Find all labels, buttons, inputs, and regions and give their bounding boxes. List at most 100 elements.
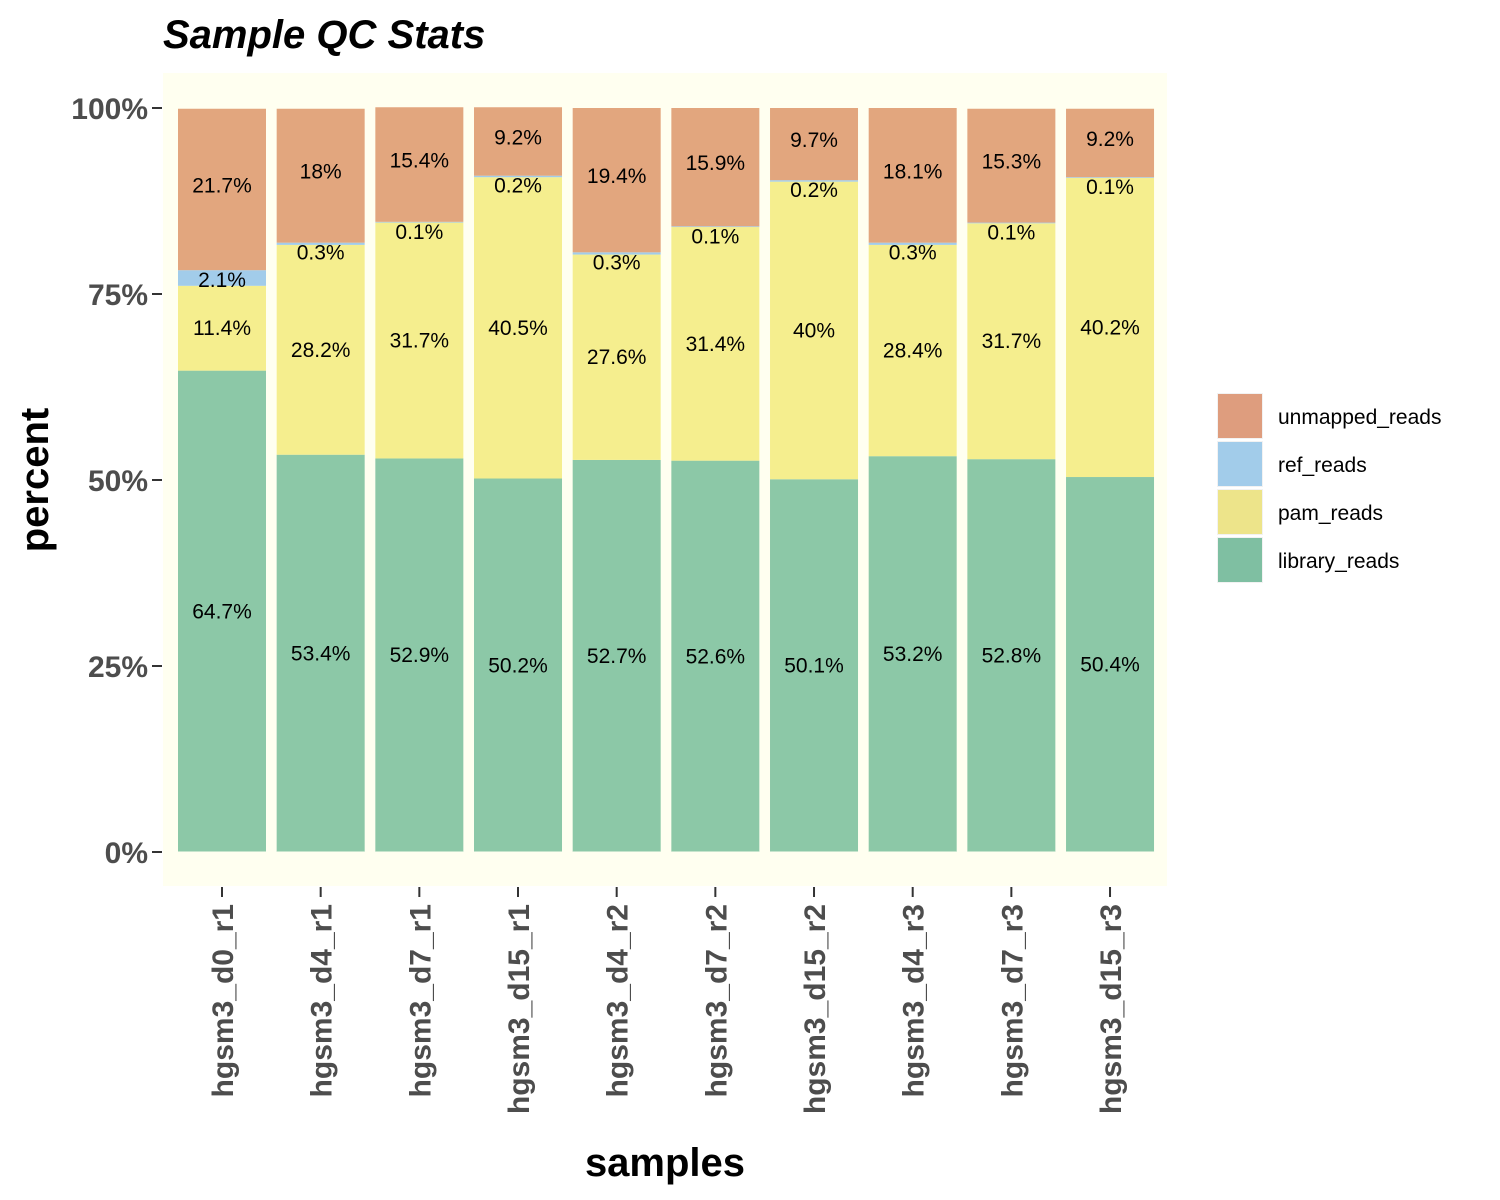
bar-segment-library_reads	[967, 459, 1056, 852]
data-label-pam_reads: 40.2%	[1080, 316, 1140, 339]
data-label-library_reads: 52.6%	[686, 645, 746, 668]
legend-swatch-unmapped_reads	[1218, 394, 1262, 438]
x-tick-label: hgsm3_d7_r2	[700, 904, 733, 1097]
legend-label: ref_reads	[1278, 454, 1367, 477]
bar-segment-library_reads	[572, 459, 661, 852]
bar-segment-unmapped_reads	[967, 108, 1056, 223]
bar-segment-library_reads	[868, 456, 957, 852]
x-tick-label: hgsm3_d15_r1	[503, 904, 536, 1114]
y-tick-label: 75%	[88, 279, 148, 312]
x-tick-label: hgsm3_d4_r2	[602, 904, 635, 1097]
data-label-unmapped_reads: 18%	[300, 161, 342, 184]
legend-label: pam_reads	[1278, 502, 1383, 525]
legend-swatch-library_reads	[1218, 538, 1262, 582]
data-label-library_reads: 53.4%	[291, 642, 351, 665]
bar-segment-ref_reads	[671, 226, 760, 228]
bar-segment-ref_reads	[868, 242, 957, 245]
x-tick-label: hgsm3_d4_r1	[306, 904, 339, 1097]
data-label-pam_reads: 31.4%	[686, 333, 746, 356]
x-tick-label: hgsm3_d15_r3	[1095, 904, 1128, 1114]
bar-segment-unmapped_reads	[671, 108, 760, 227]
bars	[178, 107, 1155, 853]
y-tick-label: 25%	[88, 651, 148, 684]
bar-segment-ref_reads	[770, 180, 859, 182]
bar-segment-unmapped_reads	[474, 107, 563, 176]
bar-segment-ref_reads	[1066, 177, 1155, 178]
data-label-ref_reads: 0.2%	[494, 175, 542, 198]
bar-segment-pam_reads	[1066, 177, 1155, 478]
bar-segment-unmapped_reads	[178, 108, 266, 271]
bar-segment-unmapped_reads	[572, 108, 661, 253]
data-label-ref_reads: 0.2%	[790, 179, 838, 202]
bar-segment-unmapped_reads	[770, 108, 859, 181]
data-label-ref_reads: 0.1%	[1086, 176, 1134, 199]
legend-swatch-pam_reads	[1218, 490, 1262, 534]
bar-segment-library_reads	[671, 460, 760, 852]
legend-label: unmapped_reads	[1278, 406, 1441, 429]
y-tick-label: 100%	[71, 93, 148, 126]
data-label-library_reads: 50.1%	[784, 655, 844, 678]
bar-segment-library_reads	[276, 454, 365, 852]
data-label-library_reads: 50.4%	[1080, 654, 1140, 677]
data-label-pam_reads: 31.7%	[982, 330, 1042, 353]
data-label-pam_reads: 40%	[793, 319, 835, 342]
bar-segment-pam_reads	[671, 227, 760, 461]
data-label-unmapped_reads: 18.1%	[883, 160, 943, 183]
data-label-unmapped_reads: 19.4%	[587, 165, 647, 188]
y-axis-title: percent	[13, 408, 57, 553]
data-label-pam_reads: 28.2%	[291, 339, 351, 362]
x-axis-title: samples	[585, 1141, 745, 1185]
bar-segment-pam_reads	[967, 223, 1056, 460]
data-label-unmapped_reads: 15.9%	[686, 152, 746, 175]
data-label-pam_reads: 11.4%	[193, 317, 251, 340]
bar-segment-ref_reads	[572, 252, 661, 255]
data-label-pam_reads: 40.5%	[488, 317, 548, 340]
bar-segment-pam_reads	[375, 222, 464, 459]
data-label-unmapped_reads: 21.7%	[192, 174, 252, 197]
data-label-library_reads: 50.2%	[488, 654, 548, 677]
bar-segment-pam_reads	[276, 244, 365, 455]
x-axis: hgsm3_d0_r1 hgsm3_d4_r1 hgsm3_d7_r1 hgsm3_d…	[207, 887, 1128, 1114]
legend-label: library_reads	[1278, 550, 1399, 573]
bar-segment-ref_reads	[276, 242, 365, 245]
data-label-ref_reads: 0.3%	[593, 251, 641, 274]
data-label-library_reads: 53.2%	[883, 643, 943, 666]
bar-segment-pam_reads	[770, 181, 859, 480]
bar-segment-library_reads	[375, 458, 464, 852]
data-label-ref_reads: 0.1%	[691, 225, 739, 248]
bar-segment-unmapped_reads	[276, 108, 365, 243]
data-label-unmapped_reads: 15.3%	[982, 151, 1042, 174]
y-axis: 0% 25% 50% 75% 100%	[71, 93, 162, 870]
data-label-pam_reads: 31.7%	[390, 330, 450, 353]
bar-segment-library_reads	[770, 479, 859, 852]
bar-segment-pam_reads	[178, 285, 266, 371]
bar-segment-unmapped_reads	[1066, 108, 1155, 178]
data-label-ref_reads: 2.1%	[198, 269, 246, 292]
bar-segment-pam_reads	[474, 177, 563, 479]
data-labels: 64.7% 11.4% 2.1% 21.7% 53.4% 28.2% 0.3% 18% 52.9…	[192, 126, 1140, 677]
y-tick-label: 0%	[105, 837, 148, 870]
bar-segment-library_reads	[178, 370, 266, 852]
x-tick-label: hgsm3_d15_r2	[799, 904, 832, 1114]
data-label-pam_reads: 28.4%	[883, 340, 943, 363]
bar-segment-ref_reads	[178, 270, 266, 286]
bar-segment-unmapped_reads	[868, 108, 957, 243]
data-label-ref_reads: 0.1%	[987, 222, 1035, 245]
x-tick-label: hgsm3_d7_r3	[996, 904, 1029, 1097]
data-label-unmapped_reads: 9.2%	[494, 126, 542, 149]
bar-segment-unmapped_reads	[375, 107, 464, 222]
chart-title: Sample QC Stats	[163, 13, 485, 57]
data-label-library_reads: 52.8%	[982, 645, 1042, 668]
data-label-ref_reads: 0.1%	[395, 221, 443, 244]
data-label-ref_reads: 0.3%	[297, 242, 345, 265]
bar-segment-ref_reads	[474, 175, 563, 178]
legend-swatch-ref_reads	[1218, 442, 1262, 486]
data-label-pam_reads: 27.6%	[587, 346, 647, 369]
bar-segment-pam_reads	[868, 244, 957, 457]
x-tick-label: hgsm3_d7_r1	[404, 904, 437, 1097]
data-label-library_reads: 52.7%	[587, 645, 647, 668]
bar-segment-ref_reads	[967, 222, 1056, 224]
bar-segment-library_reads	[474, 478, 563, 852]
